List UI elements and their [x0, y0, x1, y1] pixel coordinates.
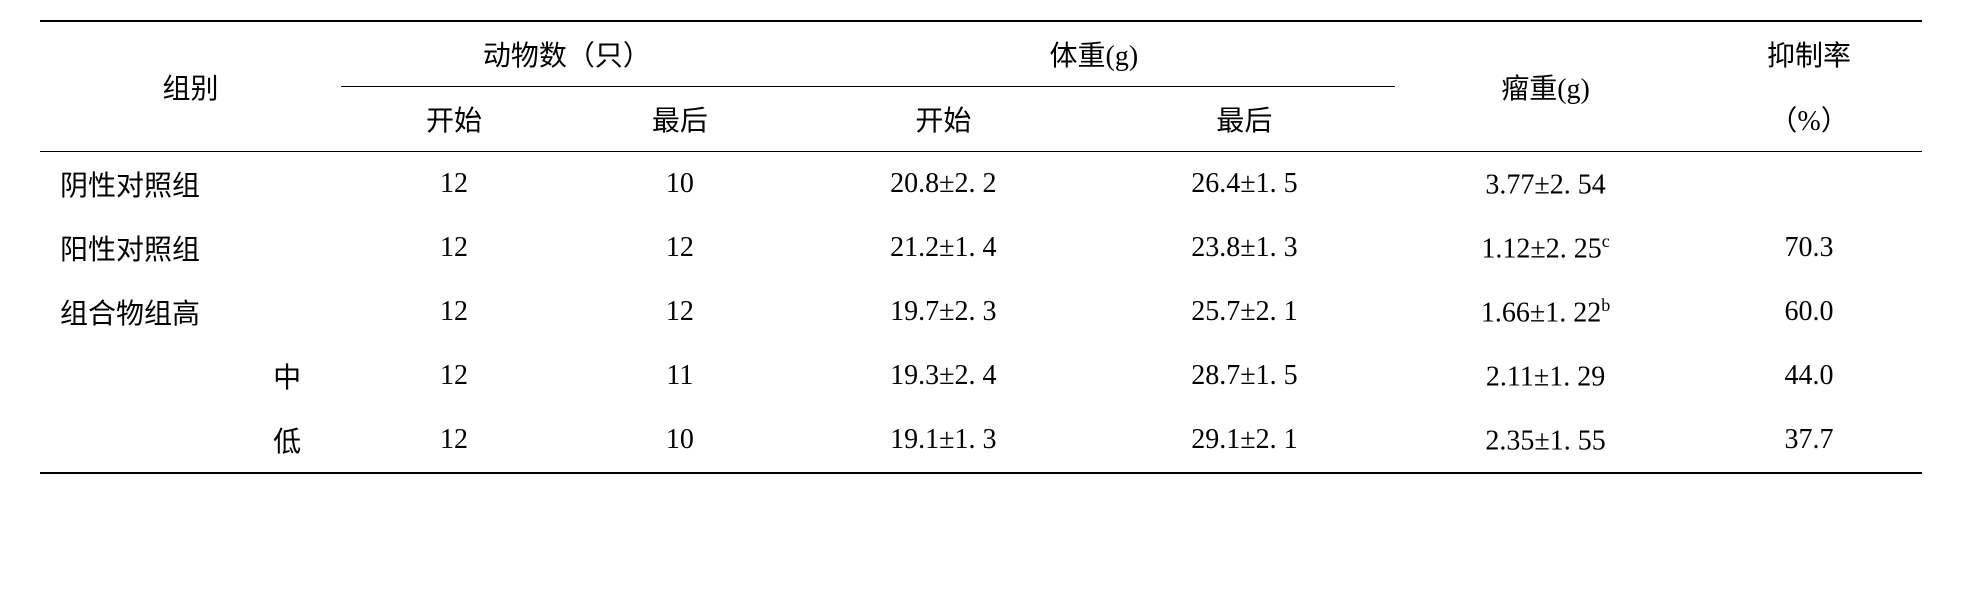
table-body: 阴性对照组 12 10 20.8±2. 2 26.4±1. 5 3.77±2. …	[40, 152, 1922, 474]
cell-bw-start: 19.7±2. 3	[793, 280, 1094, 344]
subheader-bw-end: 最后	[1094, 87, 1395, 152]
table-row: 低 12 10 19.1±1. 3 29.1±2. 1 2.35±1. 55 3…	[40, 408, 1922, 473]
data-table: 组别 动物数（只） 体重(g) 瘤重(g) 抑制率 开始 最后 开始 最后 （%…	[40, 20, 1922, 474]
cell-n-end: 10	[567, 408, 793, 473]
header-inhibition-unit: （%）	[1696, 87, 1922, 152]
subheader-animal-end: 最后	[567, 87, 793, 152]
cell-bw-end: 29.1±2. 1	[1094, 408, 1395, 473]
cell-bw-end: 25.7±2. 1	[1094, 280, 1395, 344]
cell-inhib	[1696, 152, 1922, 217]
cell-n-start: 12	[341, 216, 567, 280]
cell-bw-start: 19.1±1. 3	[793, 408, 1094, 473]
cell-inhib: 37.7	[1696, 408, 1922, 473]
subheader-bw-start: 开始	[793, 87, 1094, 152]
cell-n-start: 12	[341, 408, 567, 473]
header-group: 组别	[40, 21, 341, 152]
cell-n-start: 12	[341, 152, 567, 217]
cell-tumor: 2.35±1. 55	[1395, 408, 1696, 473]
cell-n-end: 12	[567, 216, 793, 280]
header-tumor-weight: 瘤重(g)	[1395, 21, 1696, 152]
row-label: 低	[40, 408, 341, 473]
cell-bw-start: 19.3±2. 4	[793, 344, 1094, 408]
row-label: 阳性对照组	[40, 216, 341, 280]
cell-bw-start: 20.8±2. 2	[793, 152, 1094, 217]
cell-tumor: 3.77±2. 54	[1395, 152, 1696, 217]
cell-tumor: 1.12±2. 25c	[1395, 216, 1696, 280]
cell-bw-end: 28.7±1. 5	[1094, 344, 1395, 408]
header-animal-count: 动物数（只）	[341, 21, 793, 87]
row-label: 组合物组高	[40, 280, 341, 344]
table-row: 阴性对照组 12 10 20.8±2. 2 26.4±1. 5 3.77±2. …	[40, 152, 1922, 217]
row-label: 中	[40, 344, 341, 408]
cell-inhib: 60.0	[1696, 280, 1922, 344]
cell-n-end: 11	[567, 344, 793, 408]
header-inhibition: 抑制率	[1696, 21, 1922, 87]
cell-tumor: 2.11±1. 29	[1395, 344, 1696, 408]
cell-bw-start: 21.2±1. 4	[793, 216, 1094, 280]
cell-bw-end: 23.8±1. 3	[1094, 216, 1395, 280]
cell-n-start: 12	[341, 344, 567, 408]
header-body-weight: 体重(g)	[793, 21, 1395, 87]
table-row: 组合物组高 12 12 19.7±2. 3 25.7±2. 1 1.66±1. …	[40, 280, 1922, 344]
cell-n-end: 10	[567, 152, 793, 217]
cell-n-start: 12	[341, 280, 567, 344]
table-row: 阳性对照组 12 12 21.2±1. 4 23.8±1. 3 1.12±2. …	[40, 216, 1922, 280]
cell-bw-end: 26.4±1. 5	[1094, 152, 1395, 217]
row-label: 阴性对照组	[40, 152, 341, 217]
cell-inhib: 70.3	[1696, 216, 1922, 280]
subheader-animal-start: 开始	[341, 87, 567, 152]
table-row: 中 12 11 19.3±2. 4 28.7±1. 5 2.11±1. 29 4…	[40, 344, 1922, 408]
cell-tumor: 1.66±1. 22b	[1395, 280, 1696, 344]
cell-n-end: 12	[567, 280, 793, 344]
cell-inhib: 44.0	[1696, 344, 1922, 408]
